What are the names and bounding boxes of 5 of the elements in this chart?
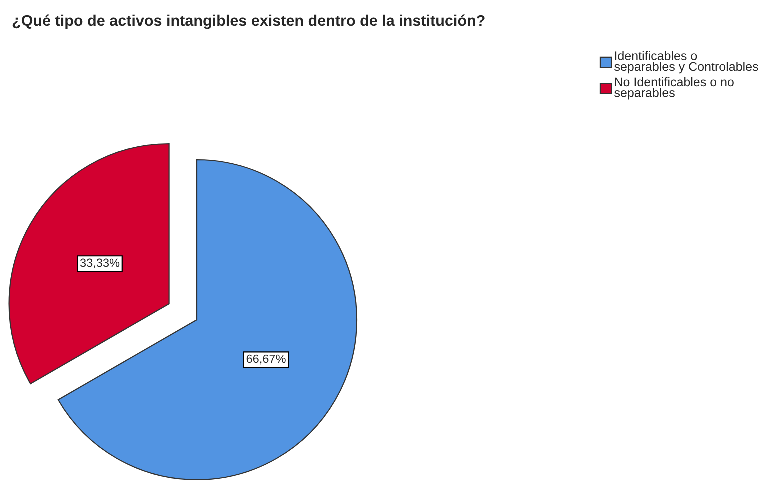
data-label: 66,67% — [246, 354, 286, 365]
legend-label: Identificables o separables y Controlables — [614, 51, 758, 74]
chart-title: ¿Qué tipo de activos intangibles existen dentro de la institución? — [12, 14, 485, 30]
legend-label: No Identificables o no separables — [614, 77, 734, 100]
data-label: 33,33% — [80, 258, 120, 269]
